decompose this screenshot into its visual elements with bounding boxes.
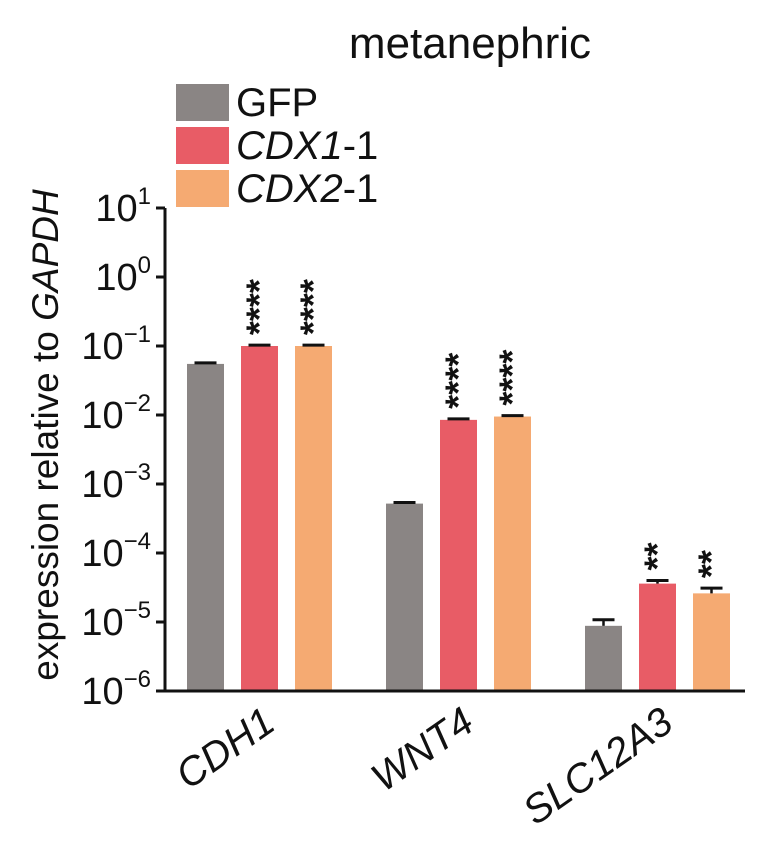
bar	[187, 363, 224, 691]
bar	[693, 593, 730, 691]
x-tick-label: SLC12A3	[515, 699, 681, 833]
y-axis: 101 100 10−1 10−2 10−3 10−4 10−5 10−6	[81, 183, 167, 713]
y-axis-title: expression relative to GAPDH	[25, 189, 66, 681]
x-tick-label: CDH1	[168, 699, 282, 798]
bar	[494, 416, 531, 691]
y-tick-label: 10−4	[81, 528, 151, 575]
y-tick-label: 101	[95, 183, 151, 230]
legend-swatch	[176, 127, 229, 164]
y-tick-label: 10−3	[81, 459, 151, 506]
bar	[440, 419, 477, 691]
bar	[639, 583, 676, 691]
y-tick-label: 10−6	[81, 666, 151, 713]
significance-label: ****	[438, 353, 479, 409]
y-tick-label: 10−1	[81, 321, 151, 368]
legend-swatch	[176, 84, 229, 121]
significance-label: ****	[239, 279, 280, 335]
y-tick-label: 10−5	[81, 597, 151, 644]
x-axis: CDH1 WNT4 SLC12A3	[163, 689, 745, 834]
x-tick-label: WNT4	[364, 699, 482, 800]
y-tick-label: 10−2	[81, 390, 151, 437]
y-axis-label: expression relative to GAPDH	[25, 189, 66, 681]
bars: **** ******** ****** **	[187, 279, 732, 691]
legend-label: CDX2-1	[236, 167, 378, 211]
significance-label: **	[637, 542, 678, 570]
bar	[295, 346, 332, 691]
significance-label: ****	[293, 279, 334, 335]
bar	[386, 503, 423, 691]
significance-label: **	[691, 550, 732, 578]
legend-label: CDX1-1	[236, 124, 378, 168]
legend-label: GFP	[236, 81, 318, 125]
bar	[585, 625, 622, 691]
legend-swatch	[176, 170, 229, 207]
chart-title: metanephric	[349, 19, 591, 68]
significance-label: ****	[492, 350, 533, 406]
y-tick-label: 100	[95, 252, 151, 299]
bar	[241, 346, 278, 691]
